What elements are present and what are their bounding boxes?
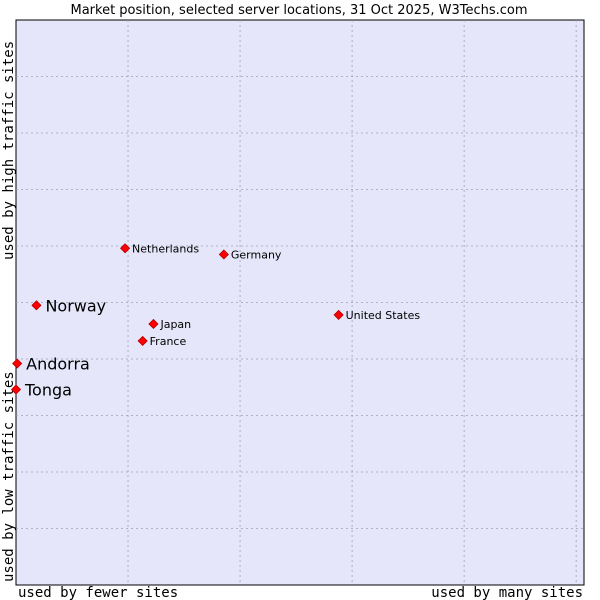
data-label-norway: Norway	[45, 296, 106, 315]
y-axis-label-bottom: used by low traffic sites	[1, 371, 17, 582]
data-label-andorra: Andorra	[26, 355, 90, 374]
data-label-netherlands: Netherlands	[132, 242, 199, 255]
data-point-france[interactable]	[137, 335, 148, 346]
data-label-japan: Japan	[159, 318, 191, 331]
data-label-france: France	[150, 335, 187, 348]
y-axis-label-top: used by high traffic sites	[1, 41, 17, 260]
chart-title: Market position, selected server locatio…	[70, 3, 527, 18]
data-label-united-states: United States	[346, 309, 421, 322]
data-label-germany: Germany	[231, 248, 282, 261]
data-points: Netherlands Germany Norway United States Jap…	[10, 242, 421, 400]
plot-area	[15, 19, 585, 586]
data-point-norway[interactable]	[31, 300, 42, 311]
x-axis-label-right: used by many sites	[431, 585, 583, 600]
grid-lines	[16, 20, 584, 585]
data-point-tonga[interactable]	[10, 384, 22, 395]
data-point-japan[interactable]	[148, 318, 159, 330]
data-label-tonga: Tonga	[24, 381, 72, 400]
data-point-andorra[interactable]	[12, 358, 23, 369]
data-point-netherlands[interactable]	[119, 243, 131, 254]
data-point-united-states[interactable]	[333, 309, 344, 320]
x-axis-label-left: used by fewer sites	[18, 585, 178, 600]
data-point-germany[interactable]	[218, 249, 229, 260]
